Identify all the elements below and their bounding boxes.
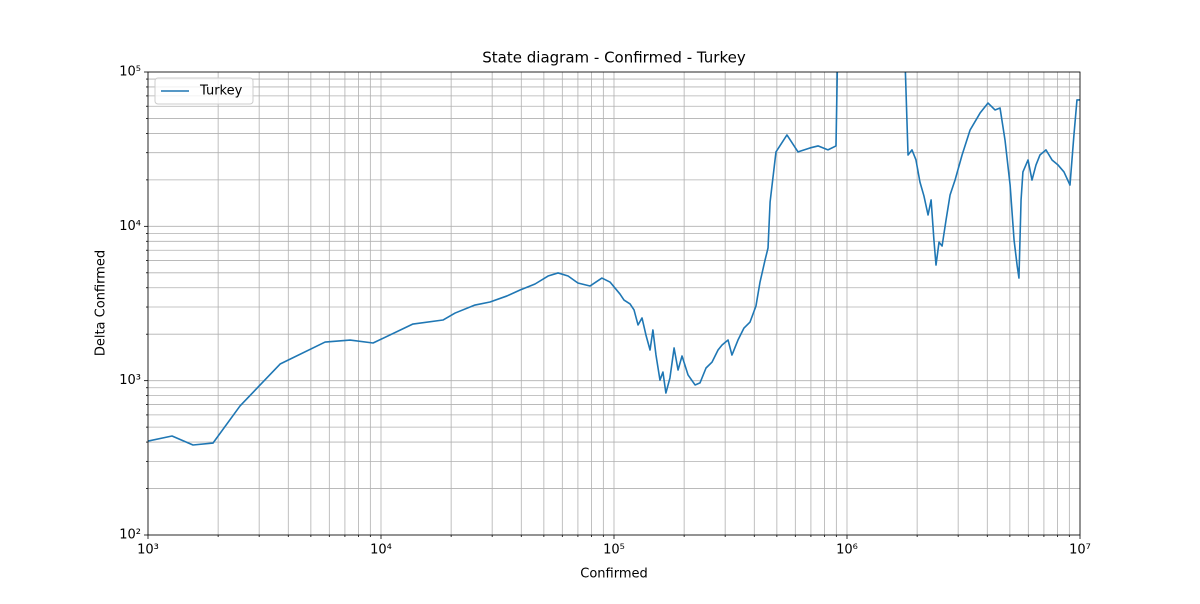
- y-tick-label: 10⁴: [119, 219, 141, 234]
- y-tick-label: 10²: [119, 528, 141, 543]
- y-tick-label: 10³: [119, 373, 141, 388]
- line-layer: [148, 72, 1080, 446]
- x-tick-label: 10⁴: [370, 543, 392, 558]
- x-tick-label: 10⁵: [603, 543, 625, 558]
- plot-frame: [147, 71, 1081, 536]
- x-tick-label: 10⁶: [836, 543, 858, 558]
- x-tick-label: 10³: [137, 543, 159, 558]
- legend-box: [154, 77, 254, 105]
- y-tick-label: 10⁵: [119, 65, 141, 80]
- legend-label: Turkey: [199, 84, 243, 99]
- x-tick-label: 10⁷: [1069, 543, 1091, 558]
- x-axis-label: Confirmed: [580, 567, 648, 582]
- y-axis-label: Delta Confirmed: [94, 250, 109, 356]
- data-line: [148, 72, 1080, 446]
- chart-title: State diagram - Confirmed - Turkey: [482, 49, 746, 67]
- legend: Turkey: [154, 77, 254, 105]
